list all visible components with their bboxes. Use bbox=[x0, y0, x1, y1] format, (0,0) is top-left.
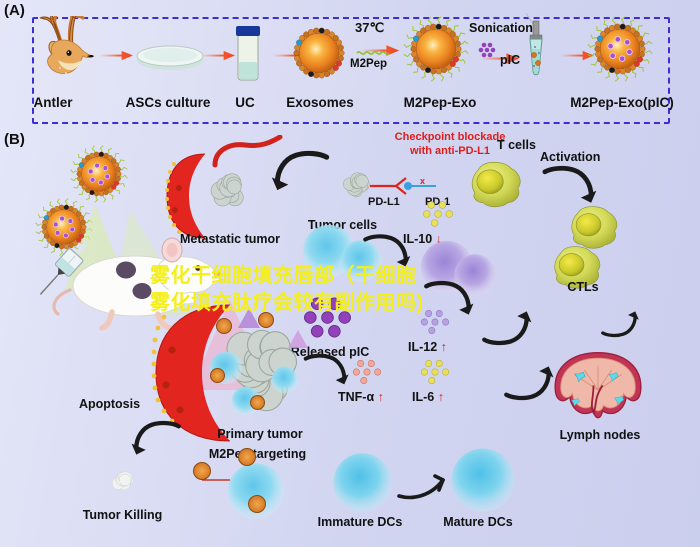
svg-text:x: x bbox=[420, 176, 425, 186]
